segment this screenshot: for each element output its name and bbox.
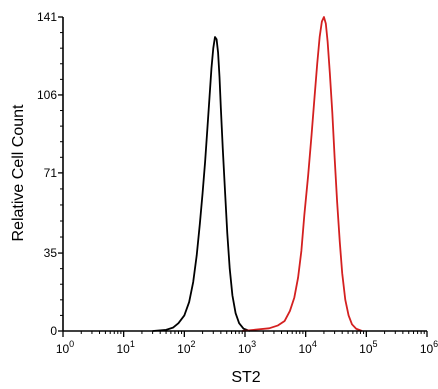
x-tick-label: 100 <box>56 339 74 356</box>
x-axis-title: ST2 <box>231 369 260 386</box>
x-tick-label: 102 <box>177 339 195 356</box>
tick-labels: 100 101 102 103 104 105 106 0 35 71 106 141 <box>37 10 438 356</box>
histogram-curves <box>152 16 363 332</box>
y-tick-label: 35 <box>44 246 58 260</box>
x-tick-label: 105 <box>359 339 377 356</box>
x-tick-label: 104 <box>298 339 316 356</box>
x-tick-label: 103 <box>238 339 256 356</box>
axis-ticks <box>58 16 428 337</box>
y-tick-label: 0 <box>50 324 57 338</box>
st2-histogram-line <box>242 16 363 332</box>
axes <box>62 17 427 332</box>
y-tick-label: 106 <box>37 88 57 102</box>
control-histogram-line <box>152 36 251 332</box>
y-tick-label: 141 <box>37 10 57 24</box>
x-tick-label: 101 <box>116 339 134 356</box>
x-tick-label: 106 <box>420 339 438 356</box>
y-tick-label: 71 <box>44 166 58 180</box>
y-axis-title: Relative Cell Count <box>10 104 27 242</box>
